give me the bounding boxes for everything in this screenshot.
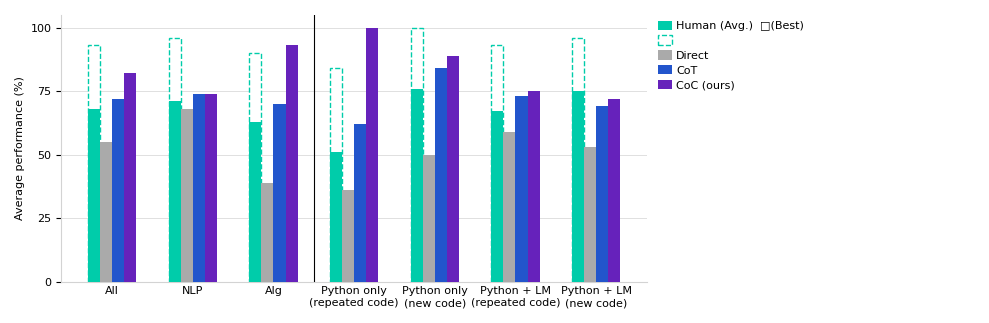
Bar <box>410 28 422 282</box>
Y-axis label: Average performance (%): Average performance (%) <box>15 76 25 220</box>
Bar <box>342 190 354 282</box>
Bar <box>112 99 125 282</box>
Bar <box>584 147 596 282</box>
Bar <box>608 99 620 282</box>
Bar <box>274 104 286 282</box>
Bar <box>249 53 261 282</box>
Bar <box>261 182 274 282</box>
Bar <box>422 155 435 282</box>
Bar <box>492 111 503 282</box>
Bar <box>193 94 205 282</box>
Bar <box>596 106 608 282</box>
Bar <box>435 68 447 282</box>
Bar <box>88 109 100 282</box>
Bar <box>492 46 503 282</box>
Bar <box>572 38 584 282</box>
Bar <box>354 124 366 282</box>
Bar <box>527 91 540 282</box>
Bar <box>503 132 515 282</box>
Bar <box>181 109 193 282</box>
Bar <box>205 94 217 282</box>
Bar <box>410 89 422 282</box>
Bar <box>88 46 100 282</box>
Bar <box>572 91 584 282</box>
Bar <box>100 142 112 282</box>
Bar <box>330 68 342 282</box>
Legend: Human (Avg.)  □(Best), , Direct, CoT, CoC (ours): Human (Avg.) □(Best), , Direct, CoT, CoC… <box>659 21 804 90</box>
Bar <box>125 73 136 282</box>
Bar <box>447 56 459 282</box>
Bar <box>286 46 298 282</box>
Bar <box>168 101 181 282</box>
Bar <box>249 122 261 282</box>
Bar <box>168 38 181 282</box>
Bar <box>515 96 527 282</box>
Bar <box>330 152 342 282</box>
Bar <box>366 28 379 282</box>
